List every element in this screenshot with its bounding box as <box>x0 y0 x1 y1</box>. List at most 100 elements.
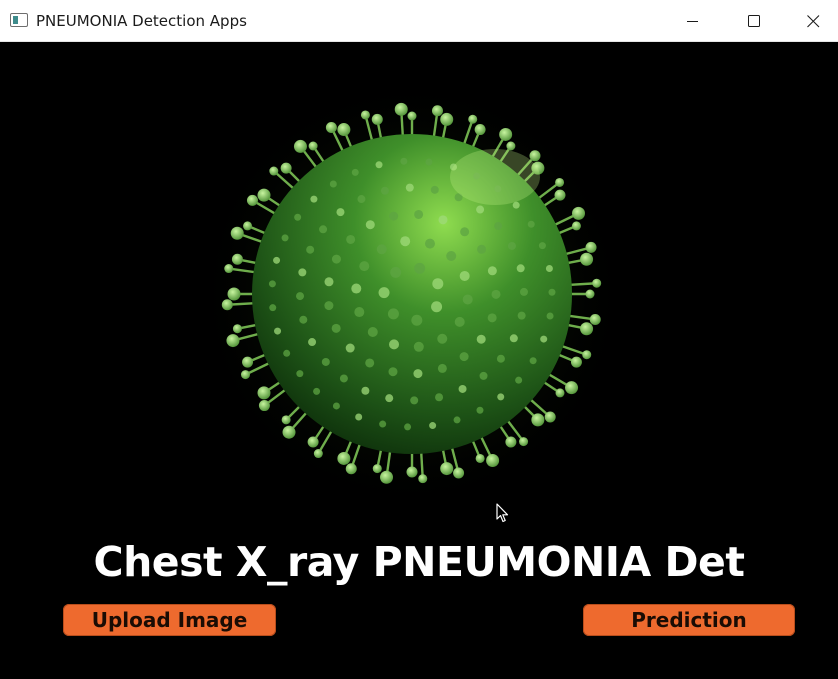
virus-surface-dot <box>459 270 470 281</box>
virus-spike-tip <box>474 124 486 136</box>
virus-spike-tip <box>571 221 581 231</box>
virus-surface-dot <box>459 352 469 362</box>
virus-surface-dot <box>432 278 444 290</box>
virus-spike-tip <box>325 121 337 133</box>
virus-spike-tip <box>257 386 271 400</box>
virus-spike-tip <box>308 141 318 151</box>
upload-image-button[interactable]: Upload Image <box>63 604 276 636</box>
window-title: PNEUMONIA Detection Apps <box>36 12 247 30</box>
virus-surface-dot <box>355 413 363 421</box>
virus-spike-tip <box>269 166 279 176</box>
virus-surface-dot <box>479 371 488 380</box>
virus-surface-dot <box>319 225 328 234</box>
virus-spike-tip <box>506 141 516 151</box>
virus-surface-dot <box>324 277 334 287</box>
virus-surface-dot <box>491 289 501 299</box>
virus-spike-tip <box>281 415 291 425</box>
main-content: Chest X_ray PNEUMONIA Det Upload Image P… <box>0 42 838 679</box>
virus-spike-tip <box>257 188 271 202</box>
virus-surface-dot <box>274 327 282 335</box>
virus-spike-tip <box>232 324 242 334</box>
virus-surface-dot <box>296 292 305 301</box>
virus-spike-tip <box>565 381 579 395</box>
virus-surface-dot <box>308 338 317 347</box>
maximize-button[interactable] <box>723 0 783 42</box>
virus-surface-dot <box>507 241 516 250</box>
virus-surface-dot <box>538 242 546 250</box>
virus-surface-dot <box>269 304 277 312</box>
virus-spike-tip <box>592 278 602 288</box>
virus-spike-tip <box>486 454 500 468</box>
virus-surface-dot <box>380 186 389 195</box>
virus-surface-dot <box>405 183 414 192</box>
virus-spike-tip <box>554 189 566 201</box>
virus-spike-tip <box>531 161 545 175</box>
virus-surface-dot <box>413 341 424 352</box>
virus-spike-tip <box>227 287 241 301</box>
virus-surface-dot <box>546 312 554 320</box>
virus-surface-dot <box>361 386 370 395</box>
virus-spike-tip <box>589 313 601 325</box>
virus-surface-dot <box>379 420 387 428</box>
virus-surface-dot <box>387 308 399 320</box>
virus-spike-tip <box>240 370 250 380</box>
virus-spike-tip <box>293 139 307 153</box>
virus-surface-dot <box>365 220 375 230</box>
virus-surface-dot <box>453 416 461 424</box>
virus-surface-dot <box>336 208 345 217</box>
minimize-button[interactable] <box>662 0 722 42</box>
virus-surface-dot <box>306 245 315 254</box>
virus-surface-dot <box>404 423 412 431</box>
virus-surface-dot <box>331 254 341 264</box>
virus-surface-dot <box>273 256 281 264</box>
title-bar[interactable]: PNEUMONIA Detection Apps <box>0 0 838 42</box>
virus-surface-dot <box>476 406 484 414</box>
virus-surface-dot <box>385 394 394 403</box>
prediction-button[interactable]: Prediction <box>583 604 795 636</box>
virus-surface-dot <box>527 220 535 228</box>
virus-spike-tip <box>468 114 478 124</box>
virus-spike-tip <box>230 226 244 240</box>
virus-surface-dot <box>294 213 302 221</box>
virus-surface-dot <box>437 333 448 344</box>
virus-surface-dot <box>540 335 548 343</box>
virus-spike-tip <box>431 105 443 117</box>
app-window-icon <box>10 13 28 27</box>
virus-surface-dot <box>298 268 307 277</box>
virus-spike-tip <box>307 436 319 448</box>
virus-surface-dot <box>329 180 337 188</box>
virus-surface-dot <box>375 161 383 169</box>
virus-surface-dot <box>512 201 520 209</box>
virus-surface-dot <box>449 163 457 171</box>
virus-surface-dot <box>431 301 443 313</box>
virus-spike-tip <box>585 241 597 253</box>
virus-surface-dot <box>529 357 537 365</box>
virus-spike-tip <box>242 356 254 368</box>
virus-surface-dot <box>458 384 467 393</box>
virus-surface-dot <box>390 266 402 278</box>
virus-surface-dot <box>389 211 399 221</box>
virus-spike-tip <box>582 350 592 360</box>
virus-surface-dot <box>414 209 424 219</box>
virus-surface-dot <box>351 168 359 176</box>
virus-spike-tip <box>337 451 351 465</box>
virus-image <box>150 62 670 532</box>
close-icon <box>807 15 820 28</box>
virus-spike-tip <box>531 413 545 427</box>
virus-surface-dot <box>281 234 289 242</box>
virus-surface-dot <box>310 195 318 203</box>
virus-surface-dot <box>548 288 556 296</box>
virus-surface-dot <box>388 367 398 377</box>
virus-spike-tip <box>407 111 417 121</box>
virus-surface-dot <box>476 334 486 344</box>
virus-surface-dot <box>494 222 503 231</box>
close-button[interactable] <box>785 0 838 42</box>
virus-spike-tip <box>231 253 243 265</box>
virus-spike-tip <box>224 264 234 274</box>
virus-spike-tip <box>529 150 541 162</box>
virus-spike-tip <box>475 453 485 463</box>
virus-surface-dot <box>509 334 518 343</box>
virus-spike-tip <box>440 112 454 126</box>
virus-surface-dot <box>497 393 505 401</box>
